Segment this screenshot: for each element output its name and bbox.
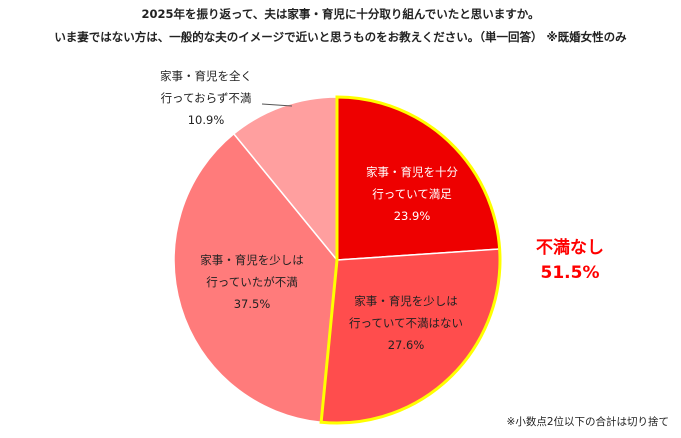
pie-slice-3 (173, 132, 338, 424)
highlight-outline (319, 95, 502, 425)
slice-1-value-label: 23.9% (394, 209, 431, 223)
slice-3-label-line: 行っていたが不満 (206, 275, 297, 289)
slice-4-label-line: 家事・育児を全く (160, 69, 252, 83)
highlight-callout: 不満なし 51.5% (520, 236, 620, 286)
slice-3-value-label: 37.5% (234, 297, 271, 311)
slice-4-value-label: 10.9% (188, 113, 225, 127)
highlight-value: 51.5% (540, 263, 600, 283)
slice-1-label-line: 行っていて満足 (372, 187, 452, 201)
chart-title-line-1: 2025年を振り返って、夫は家事・育児に十分取り組んでいたと思いますか。 (141, 7, 540, 21)
slice-4-label-line: 行っておらず不満 (161, 91, 252, 105)
footnote: ※小数点2位以下の合計は切り捨て (506, 416, 669, 428)
leader-line (261, 103, 293, 107)
slice-3-label-line: 家事・育児を少しは (200, 253, 304, 267)
slice-2-label-line: 家事・育児を少しは (354, 294, 458, 308)
chart-title-line-2: いま妻ではない方は、一般的な夫のイメージで近いと思うものをお教えください。（単一… (54, 30, 627, 44)
pie-slice-2 (320, 248, 501, 424)
slice-2-value-label: 27.6% (388, 338, 425, 352)
highlight-label: 不満なし (536, 238, 604, 258)
slice-2-label-line: 行っていて不満はない (349, 316, 463, 330)
pie-slice-4 (232, 96, 338, 263)
slice-1-label-line: 家事・育児を十分 (366, 165, 458, 179)
